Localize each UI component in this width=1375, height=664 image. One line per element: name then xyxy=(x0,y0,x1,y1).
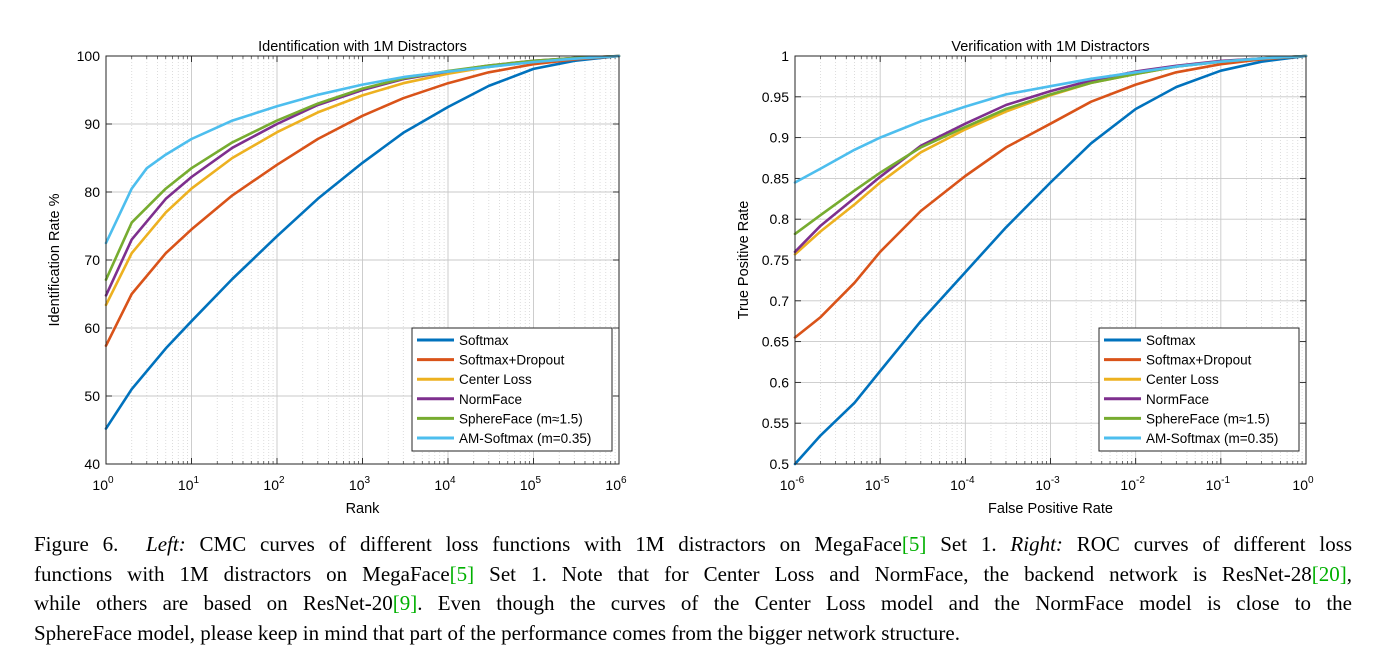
legend-label: NormFace xyxy=(1146,392,1209,407)
series-line-1 xyxy=(104,54,621,347)
caption-figure-label: Figure 6. xyxy=(34,532,119,556)
caption-text: SphereFace model, please keep in mind th… xyxy=(34,620,960,645)
series-line-0 xyxy=(793,54,1308,466)
x-tick-label: 104 xyxy=(434,475,456,493)
legend-label: Center Loss xyxy=(459,372,532,387)
x-tick-label: 10-3 xyxy=(1035,475,1060,493)
x-tick-label: 106 xyxy=(605,475,627,493)
series-line-0 xyxy=(104,54,621,430)
x-axis-label: Rank xyxy=(346,501,381,517)
chart-verification: 10-6 10-5 10-4 10-3 10-2 10-1 100 0.5 0.55 0.6 0.6… xyxy=(736,39,1314,517)
legend-label: Softmax xyxy=(459,333,509,348)
chart-title: Verification with 1M Distractors xyxy=(951,39,1149,55)
y-tick-label: 50 xyxy=(84,388,100,404)
legend-label: Center Loss xyxy=(1146,372,1219,387)
legend-label: Softmax+Dropout xyxy=(1146,353,1252,368)
x-tick-label: 10-2 xyxy=(1120,475,1145,493)
x-tick-label: 102 xyxy=(263,475,285,493)
citation-link[interactable]: [20] xyxy=(1311,561,1347,586)
caption-right-text: ROC curves of different loss xyxy=(1076,532,1353,556)
axes-box xyxy=(794,55,1307,465)
caption-text: , xyxy=(1346,561,1353,586)
y-tick-label: 0.6 xyxy=(770,374,790,390)
x-tick-label: 105 xyxy=(520,475,542,493)
x-tick-label: 101 xyxy=(178,475,200,493)
citation-link[interactable]: [9] xyxy=(392,591,418,615)
caption-text: while others are based on ResNet-20 xyxy=(34,591,393,615)
legend-label: SphereFace (m≈1.5) xyxy=(459,411,583,426)
chart-identification: 100 101 102 103 104 105 106 40 50 60 70 80 90 100 Iden… xyxy=(47,39,627,517)
series-line-4 xyxy=(104,54,621,281)
y-axis-label: Identification Rate % xyxy=(47,193,63,326)
citation-link[interactable]: [5] xyxy=(901,532,927,556)
y-tick-label: 40 xyxy=(84,456,100,472)
legend-box xyxy=(411,327,613,452)
y-tick-label: 0.9 xyxy=(770,130,790,146)
y-tick-label: 0.75 xyxy=(762,252,789,268)
x-tick-label: 10-4 xyxy=(950,475,975,493)
caption-left-label: Left: xyxy=(146,532,186,556)
y-tick-label: 0.65 xyxy=(762,334,789,350)
y-tick-label: 80 xyxy=(84,184,100,200)
series-line-5 xyxy=(793,54,1308,184)
y-tick-label: 1 xyxy=(781,48,789,64)
legend: Softmax Softmax+Dropout Center Loss NormFac… xyxy=(411,327,613,452)
y-tick-label: 0.5 xyxy=(770,456,790,472)
series-line-1 xyxy=(793,54,1308,339)
legend-label: NormFace xyxy=(459,392,522,407)
y-tick-label: 90 xyxy=(84,116,100,132)
charts-svg: 100 101 102 103 104 105 106 40 50 60 70 80 90 100 Iden… xyxy=(47,39,1314,517)
citation-link[interactable]: [5] xyxy=(449,561,475,586)
y-tick-label: 0.7 xyxy=(770,293,790,309)
figure-caption: Figure 6. Left: CMC curves of different … xyxy=(34,530,1352,648)
y-tick-label: 70 xyxy=(84,252,100,268)
y-tick-label: 0.95 xyxy=(762,89,789,105)
caption-right-label: Right: xyxy=(1010,532,1063,556)
caption-text: Set 1. Note that for Center Loss and Nor… xyxy=(489,561,1312,586)
y-tick-label: 60 xyxy=(84,320,100,336)
legend-label: AM-Softmax (m=0.35) xyxy=(1146,431,1278,446)
x-tick-label: 10-5 xyxy=(865,475,890,493)
legend-label: Softmax+Dropout xyxy=(459,353,565,368)
x-tick-label: 103 xyxy=(349,475,371,493)
legend-box xyxy=(1098,327,1300,452)
y-tick-label: 100 xyxy=(77,48,101,64)
caption-left-set: Set 1. xyxy=(940,532,997,556)
x-tick-label: 100 xyxy=(1292,475,1314,493)
series-line-5 xyxy=(104,54,621,245)
chart-title: Identification with 1M Distractors xyxy=(258,39,467,55)
y-tick-label: 0.55 xyxy=(762,415,789,431)
x-tick-label: 10-1 xyxy=(1206,475,1231,493)
legend-label: Softmax xyxy=(1146,333,1196,348)
caption-text: functions with 1M distractors on MegaFac… xyxy=(34,561,450,586)
axes-box xyxy=(105,55,620,465)
x-tick-label: 100 xyxy=(92,475,114,493)
y-tick-label: 0.8 xyxy=(770,211,790,227)
y-axis-label: True Positive Rate xyxy=(736,201,752,320)
x-tick-label: 10-6 xyxy=(780,475,805,493)
legend-label: AM-Softmax (m=0.35) xyxy=(459,431,591,446)
caption-left-text: CMC curves of different loss functions w… xyxy=(199,532,902,556)
figure-panels: 100 101 102 103 104 105 106 40 50 60 70 80 90 100 Iden… xyxy=(47,39,1314,517)
legend-label: SphereFace (m≈1.5) xyxy=(1146,411,1270,426)
legend: Softmax Softmax+Dropout Center Loss NormFac… xyxy=(1098,327,1300,452)
caption-text: . Even though the curves of the Center L… xyxy=(417,591,1352,615)
y-tick-label: 0.85 xyxy=(762,170,789,186)
x-axis-label: False Positive Rate xyxy=(988,501,1113,517)
